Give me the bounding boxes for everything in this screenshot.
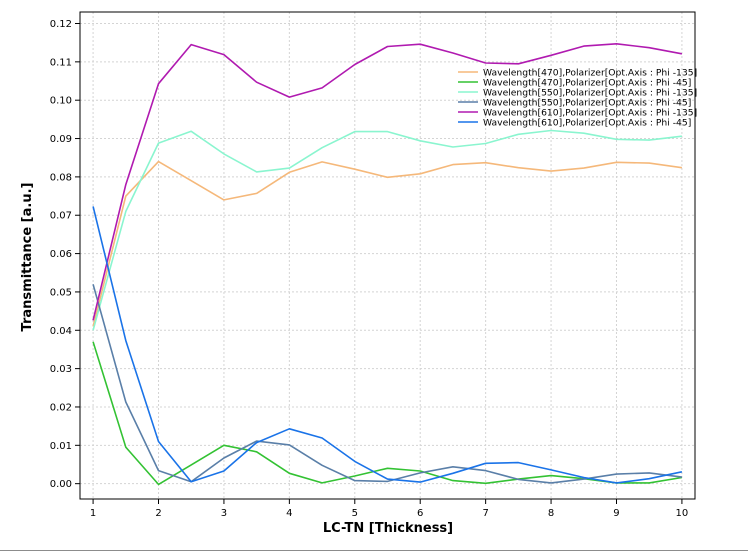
x-tick-label: 8 — [548, 508, 554, 519]
x-tick-label: 7 — [482, 508, 488, 519]
legend-item-1[interactable]: Wavelength[470],Polarizer[Opt.Axis : Phi… — [458, 78, 691, 89]
y-tick-label: 0.04 — [50, 326, 72, 337]
y-tick-label: 0.08 — [50, 172, 72, 183]
y-tick-label: 0.05 — [50, 287, 72, 298]
y-tick-label: 0.03 — [50, 364, 72, 375]
x-tick-label: 1 — [90, 508, 96, 519]
legend-item-2[interactable]: Wavelength[550],Polarizer[Opt.Axis : Phi… — [458, 88, 697, 99]
legend-item-3[interactable]: Wavelength[550],Polarizer[Opt.Axis : Phi… — [458, 98, 691, 109]
x-axis-label: LC-TN [Thickness] — [323, 521, 453, 536]
x-tick-label: 2 — [155, 508, 161, 519]
y-tick-label: 0.02 — [50, 402, 72, 413]
series-line-5 — [92, 206, 683, 484]
grid — [80, 12, 695, 499]
series-line-2 — [92, 129, 682, 331]
plot-frame — [79, 11, 696, 500]
y-tick-label: 0.10 — [50, 96, 72, 107]
series-line-0 — [92, 160, 683, 327]
legend-item-5[interactable]: Wavelength[610],Polarizer[Opt.Axis : Phi… — [458, 118, 691, 129]
x-tick-label: 4 — [286, 508, 292, 519]
x-tick-label: 9 — [613, 508, 619, 519]
y-tick-label: 0.09 — [50, 134, 72, 145]
y-tick-label: 0.12 — [50, 19, 72, 30]
axes: 1 2 3 4 5 6 7 8 9 10 0.00 0.01 0.02 0.03 0.04 0.05 0.06 0… — [50, 11, 696, 519]
plot-area — [80, 12, 695, 499]
x-tick-label: 10 — [676, 508, 689, 519]
legend-label: Wavelength[550],Polarizer[Opt.Axis : Phi… — [483, 98, 691, 109]
legend[interactable]: Wavelength[470],Polarizer[Opt.Axis : Phi… — [458, 68, 697, 129]
legend-label: Wavelength[470],Polarizer[Opt.Axis : Phi… — [483, 78, 691, 89]
series-line-4 — [92, 42, 683, 321]
legend-label: Wavelength[610],Polarizer[Opt.Axis : Phi… — [483, 118, 691, 129]
y-axis-label: Transmittance [a.u.] — [20, 183, 35, 332]
y-tick-label: 0.11 — [50, 57, 72, 68]
y-tick-label: 0.06 — [50, 249, 72, 260]
legend-item-0[interactable]: Wavelength[470],Polarizer[Opt.Axis : Phi… — [458, 68, 697, 79]
legend-label: Wavelength[470],Polarizer[Opt.Axis : Phi… — [483, 68, 697, 79]
legend-label: Wavelength[550],Polarizer[Opt.Axis : Phi… — [483, 88, 697, 99]
bottom-divider — [0, 550, 748, 551]
x-tick-label: 5 — [352, 508, 358, 519]
y-tick-label: 0.00 — [50, 479, 72, 490]
x-tick-label: 6 — [417, 508, 423, 519]
legend-item-4[interactable]: Wavelength[610],Polarizer[Opt.Axis : Phi… — [458, 108, 697, 119]
legend-label: Wavelength[610],Polarizer[Opt.Axis : Phi… — [483, 108, 697, 119]
y-tick-label: 0.01 — [50, 441, 72, 452]
x-tick-label: 3 — [221, 508, 227, 519]
y-tick-label: 0.07 — [50, 211, 72, 222]
series-lines — [92, 42, 683, 486]
